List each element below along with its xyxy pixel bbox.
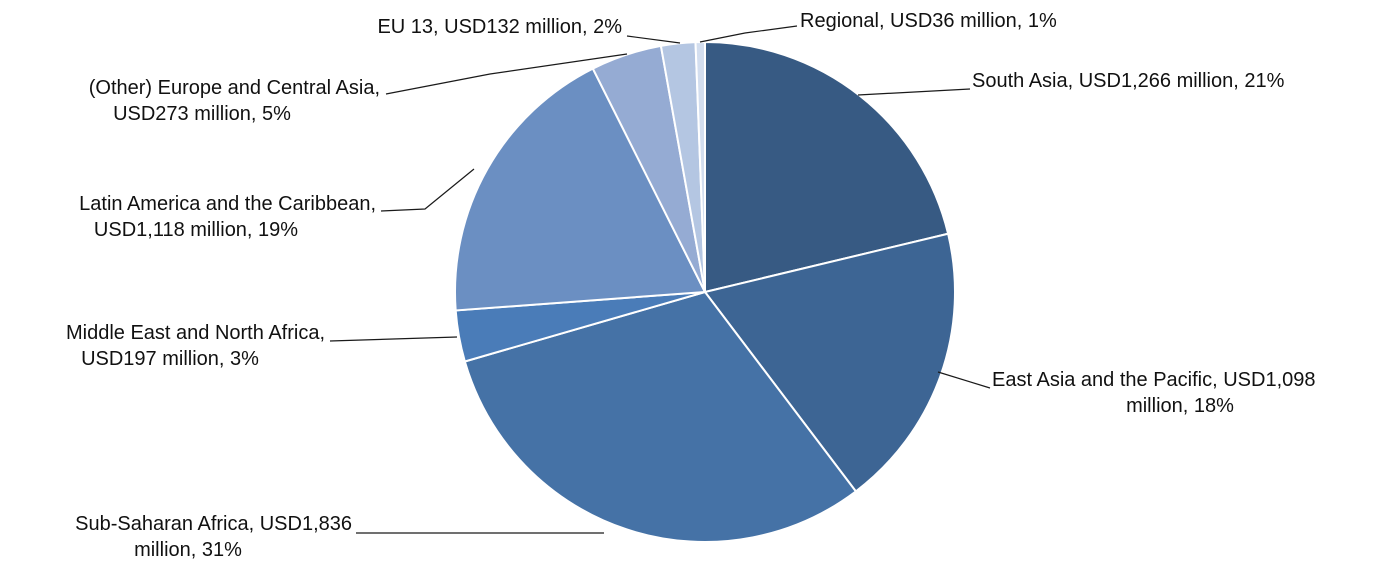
leader-line bbox=[857, 88, 971, 96]
leader-line bbox=[626, 35, 681, 44]
data-label: East Asia and the Pacific, USD1,098 bbox=[992, 369, 1316, 391]
data-label: Regional, USD36 million, 1% bbox=[800, 10, 1057, 32]
leader-line bbox=[937, 371, 991, 389]
data-label: (Other) Europe and Central Asia, bbox=[89, 77, 380, 99]
data-label: USD1,118 million, 19% bbox=[94, 219, 298, 241]
data-label: USD197 million, 3% bbox=[81, 348, 259, 370]
leader-line bbox=[699, 25, 798, 43]
data-label: Latin America and the Caribbean, bbox=[79, 193, 376, 215]
pie-slice-south-asia bbox=[704, 40, 950, 294]
leader-line bbox=[329, 336, 458, 342]
leader-lines bbox=[329, 25, 991, 534]
data-label: million, 31% bbox=[134, 539, 242, 561]
pie-slice-latin-america-and-the-caribbean bbox=[454, 67, 707, 312]
pie-slice-east-asia-and-the-pacific bbox=[703, 232, 956, 493]
data-label: Sub-Saharan Africa, USD1,836 bbox=[75, 513, 352, 535]
data-labels: South Asia, USD1,266 million, 21% East As… bbox=[66, 10, 1316, 561]
data-label: Middle East and North Africa, bbox=[66, 322, 325, 344]
pie-slice-sub-saharan-africa bbox=[463, 290, 858, 543]
data-label: South Asia, USD1,266 million, 21% bbox=[972, 70, 1285, 92]
data-label: USD273 million, 5% bbox=[113, 103, 291, 125]
leader-line bbox=[380, 168, 475, 212]
pie-slices bbox=[454, 40, 956, 543]
data-label: EU 13, USD132 million, 2% bbox=[377, 16, 622, 38]
leader-line bbox=[385, 53, 628, 95]
data-label: million, 18% bbox=[1126, 395, 1234, 417]
